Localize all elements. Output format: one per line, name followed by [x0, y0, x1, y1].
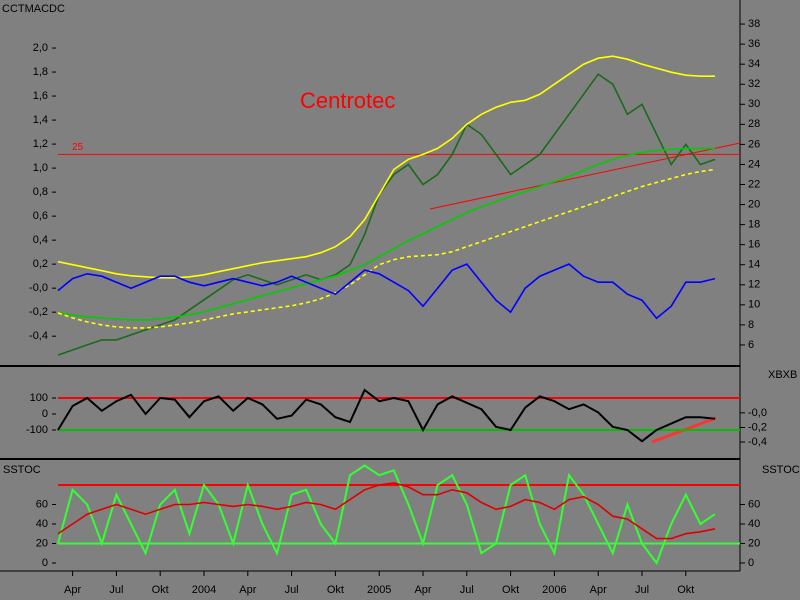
x-tick-label: Apr [239, 584, 256, 596]
reference-label: 25 [72, 142, 84, 153]
panel-label: XBXB [768, 369, 797, 381]
y-tick-label: 2,0 [33, 42, 48, 54]
y2-tick-label: 30 [748, 98, 760, 110]
y2-tick-label: 32 [748, 78, 760, 90]
y-tick-label: 1,4 [33, 114, 48, 126]
series-line [57, 73, 716, 356]
y2-tick-label: 38 [748, 18, 760, 30]
y-tick-label: 0 [42, 408, 48, 420]
x-tick-label: Jul [635, 584, 649, 596]
y-tick-label: 40 [36, 518, 48, 530]
y2-tick-label: 18 [748, 219, 760, 231]
series-line [57, 482, 716, 540]
y2-tick-label: 14 [748, 259, 760, 271]
y-tick-label: 0 [42, 557, 48, 569]
y-tick-label: -0,0 [29, 282, 48, 294]
y-tick-label: 1,6 [33, 90, 48, 102]
x-tick-label: Okt [677, 584, 694, 596]
x-tick-label: Okt [502, 584, 519, 596]
panel-label: SSTOC [762, 464, 800, 476]
y2-tick-label: 10 [748, 299, 760, 311]
y-tick-label: 1,8 [33, 66, 48, 78]
y-tick-label: 0,4 [33, 234, 48, 246]
x-tick-label: Apr [590, 584, 607, 596]
y2-tick-label: 28 [748, 118, 760, 130]
y-tick-label: 0,8 [33, 186, 48, 198]
x-tick-label: Okt [327, 584, 344, 596]
x-tick-label: 2006 [542, 584, 566, 596]
x-tick-label: 2005 [367, 584, 391, 596]
y-tick-label: -0,4 [29, 330, 48, 342]
y2-tick-label: 8 [748, 319, 754, 331]
y-tick-label: 1,0 [33, 162, 48, 174]
x-tick-label: Jul [285, 584, 299, 596]
x-tick-label: Apr [64, 584, 81, 596]
y-tick-label: 0,6 [33, 210, 48, 222]
y2-tick-label: 6 [748, 339, 754, 351]
y2-tick-label: 60 [748, 498, 760, 510]
y2-tick-label: 24 [748, 158, 760, 170]
series-line [57, 55, 715, 279]
x-tick-label: 2004 [192, 584, 216, 596]
y2-tick-label: 36 [748, 38, 760, 50]
series-line [57, 464, 716, 566]
x-tick-label: Apr [414, 584, 431, 596]
x-tick-label: Jul [460, 584, 474, 596]
y2-tick-label: 16 [748, 239, 760, 251]
y2-tick-label: 26 [748, 138, 760, 150]
y-tick-label: 1,2 [33, 138, 48, 150]
y-tick-label: 100 [30, 392, 48, 404]
y2-tick-label: 40 [748, 518, 760, 530]
y2-tick-label: 20 [748, 198, 760, 210]
series-line [57, 263, 716, 320]
y2-tick-label: 20 [748, 537, 760, 549]
y2-tick-label: 0 [748, 557, 754, 569]
x-tick-label: Okt [152, 584, 169, 596]
y-tick-label: 20 [36, 537, 48, 549]
y2-tick-label: -0,0 [748, 407, 767, 419]
y-tick-label: 0,2 [33, 258, 48, 270]
series-line [57, 147, 715, 321]
series-line [57, 388, 716, 443]
y-tick-label: -100 [26, 424, 48, 436]
y2-tick-label: 22 [748, 178, 760, 190]
y2-tick-label: -0,4 [748, 436, 767, 448]
x-tick-label: Jul [109, 584, 123, 596]
y2-tick-label: 12 [748, 279, 760, 291]
y2-tick-label: -0,2 [748, 421, 767, 433]
y-tick-label: -0,2 [29, 306, 48, 318]
panel-label: CCTMACDC [2, 3, 65, 15]
y-tick-label: 60 [36, 498, 48, 510]
panel-label: SSTOC [3, 464, 41, 476]
chart-title: Centrotec [300, 88, 395, 113]
y2-tick-label: 34 [748, 58, 760, 70]
